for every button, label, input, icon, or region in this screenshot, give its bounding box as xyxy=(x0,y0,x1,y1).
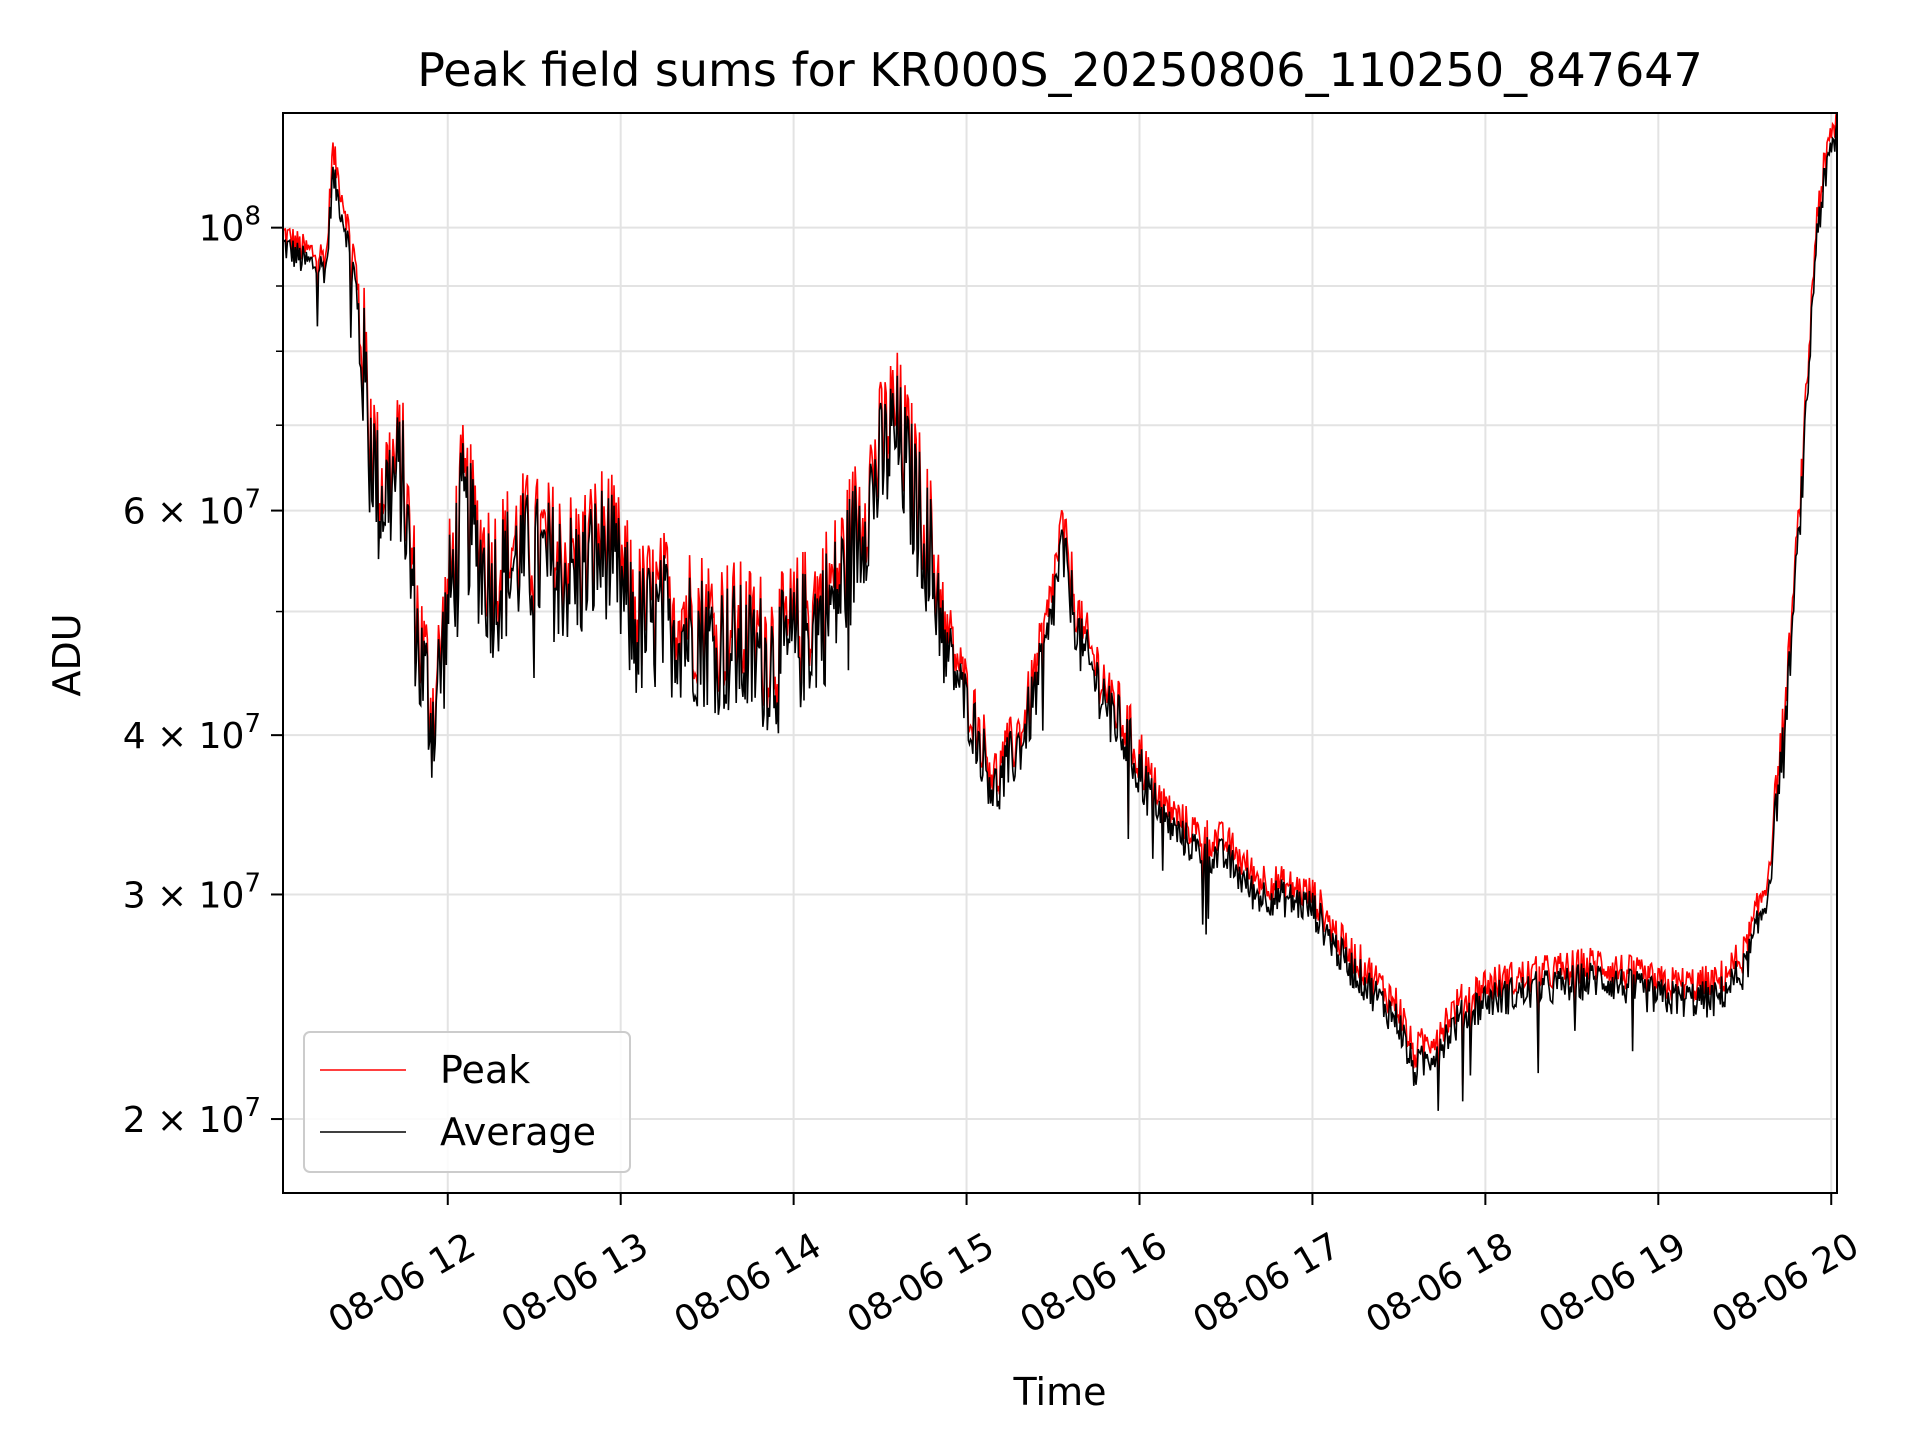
y-axis: 2 × 107 3 × 107 4 × 107 6 × 107 108 xyxy=(123,202,283,1141)
y-tick-label-2: 4 × 107 xyxy=(123,709,261,757)
y-axis-label: ADU xyxy=(45,613,89,696)
y-tick-label-0: 2 × 107 xyxy=(123,1093,261,1141)
series-layer xyxy=(283,113,1837,1111)
series-line-average xyxy=(283,123,1837,1111)
x-axis-label: Time xyxy=(1013,1370,1107,1414)
legend-box xyxy=(303,1031,631,1173)
y-tick-label-1: 3 × 107 xyxy=(123,868,261,916)
legend-label-peak: Peak xyxy=(440,1048,530,1092)
y-tick-label-3: 6 × 107 xyxy=(123,485,261,533)
plot-frame xyxy=(282,112,1838,1194)
chart-title: Peak field sums for KR000S_20250806_1102… xyxy=(417,43,1703,97)
series-line-peak xyxy=(283,113,1837,1095)
legend-label-average: Average xyxy=(440,1110,596,1154)
legend: Peak Average xyxy=(303,1031,631,1173)
y-tick-label-4: 108 xyxy=(199,202,261,250)
grid-layer xyxy=(283,113,1837,1193)
